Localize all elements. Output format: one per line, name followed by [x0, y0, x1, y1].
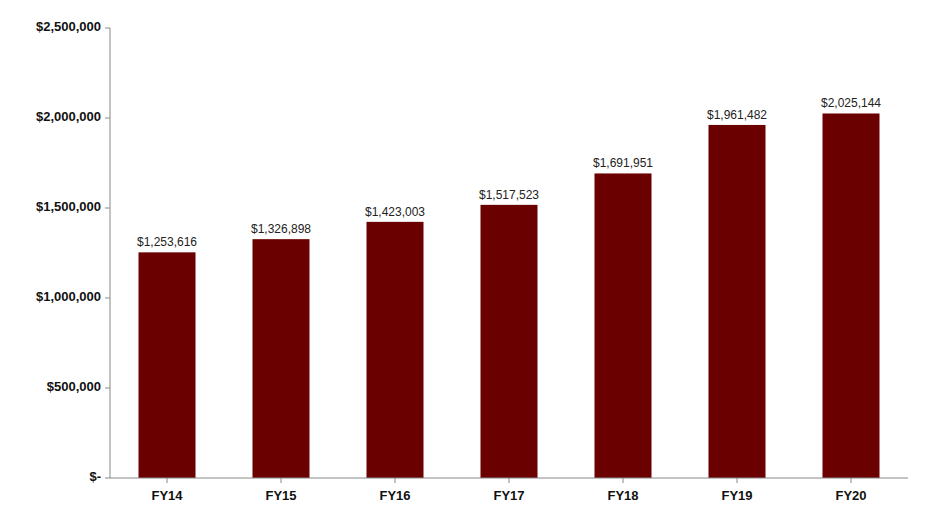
x-tick	[167, 478, 168, 483]
x-tick-label: FY17	[493, 488, 524, 503]
y-tick-label: $2,500,000	[36, 19, 101, 34]
chart-container: $1,253,616 $1,326,898 $1,423,003 $1,517,523…	[0, 0, 932, 526]
y-tick-label: $2,000,000	[36, 109, 101, 124]
y-tick	[105, 388, 110, 389]
y-tick	[105, 28, 110, 29]
y-tick-label: $500,000	[47, 379, 101, 394]
y-tick-label: $1,500,000	[36, 199, 101, 214]
y-tick	[105, 478, 110, 479]
y-tick	[105, 118, 110, 119]
data-label: $1,423,003	[365, 205, 425, 219]
x-tick	[851, 478, 852, 483]
y-tick	[105, 208, 110, 209]
x-tick-label: FY20	[835, 488, 866, 503]
y-tick-label: $1,000,000	[36, 289, 101, 304]
data-label: $1,253,616	[137, 235, 197, 249]
bar	[709, 125, 766, 478]
data-labels: $1,253,616 $1,326,898 $1,423,003 $1,517,523…	[137, 96, 881, 249]
x-tick	[509, 478, 510, 483]
bar	[595, 173, 652, 478]
x-tick	[623, 478, 624, 483]
x-tick-label: FY18	[607, 488, 638, 503]
bar	[139, 252, 196, 478]
data-label: $1,517,523	[479, 188, 539, 202]
x-tick-label: FY15	[265, 488, 296, 503]
data-label: $1,961,482	[707, 108, 767, 122]
data-label: $1,326,898	[251, 222, 311, 236]
y-tick-label: $-	[89, 469, 101, 484]
x-tick-label: FY16	[379, 488, 410, 503]
bars	[139, 113, 880, 478]
y-tick	[105, 298, 110, 299]
bar	[481, 205, 538, 478]
x-tick	[737, 478, 738, 483]
x-tick	[395, 478, 396, 483]
bar	[367, 222, 424, 478]
x-tick-label: FY19	[721, 488, 752, 503]
bar	[253, 239, 310, 478]
data-label: $1,691,951	[593, 156, 653, 170]
y-axis: $- $500,000 $1,000,000 $1,500,000 $2,000,000…	[36, 19, 110, 484]
bar	[823, 113, 880, 478]
chart: $1,253,616 $1,326,898 $1,423,003 $1,517,523…	[0, 0, 932, 526]
data-label: $2,025,144	[821, 96, 881, 110]
x-tick-label: FY14	[151, 488, 183, 503]
x-axis: FY14 FY15 FY16 FY17 FY18 FY19 FY20	[110, 478, 908, 503]
x-tick	[281, 478, 282, 483]
y-axis-line	[110, 28, 111, 478]
